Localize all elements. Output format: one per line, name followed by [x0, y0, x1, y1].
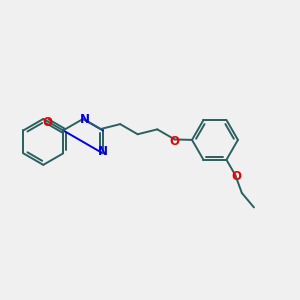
- Text: O: O: [170, 135, 180, 148]
- Text: N: N: [80, 113, 89, 126]
- Text: O: O: [42, 116, 52, 129]
- Text: O: O: [232, 169, 242, 183]
- Text: N: N: [98, 145, 108, 158]
